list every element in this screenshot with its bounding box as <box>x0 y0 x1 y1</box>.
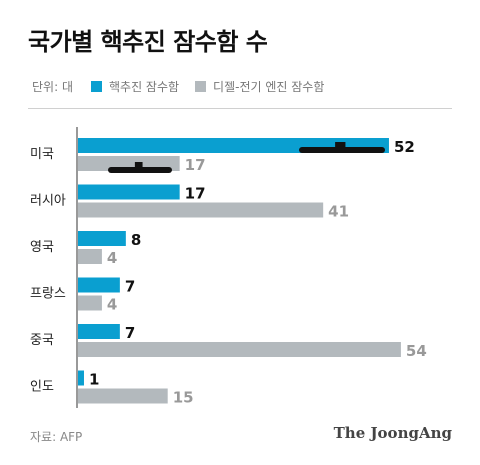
category-label: 중국 <box>30 333 54 348</box>
category-label: 미국 <box>30 147 54 162</box>
bar-diesel <box>78 388 168 404</box>
brand-logo: The JoongAng <box>333 424 452 442</box>
data-label: 4 <box>107 296 117 314</box>
data-label: 1 <box>89 371 99 389</box>
bar-nuclear <box>78 231 126 246</box>
data-label: 41 <box>328 203 349 221</box>
legend-label-diesel: 디젤-전기 엔진 잠수함 <box>213 80 325 94</box>
submarine-nuclear-icon <box>299 142 385 153</box>
bar-nuclear <box>78 184 180 200</box>
category-label: 영국 <box>30 240 54 255</box>
data-label: 7 <box>125 278 135 296</box>
legend-item-diesel: 디젤-전기 엔진 잠수함 <box>195 78 324 95</box>
chart-title: 국가별 핵추진 잠수함 수 <box>28 28 268 56</box>
category-label: 인도 <box>30 380 54 395</box>
bar-diesel <box>78 249 102 264</box>
legend-label-nuclear: 핵추진 잠수함 <box>108 80 180 94</box>
legend-swatch-diesel <box>195 81 207 92</box>
category-label: 프랑스 <box>30 287 66 302</box>
category-label: 러시아 <box>30 194 66 209</box>
unit-label: 단위: 대 <box>32 80 73 94</box>
bar-nuclear <box>78 277 120 293</box>
bar-nuclear <box>78 324 120 339</box>
header-divider <box>28 108 452 109</box>
data-label: 17 <box>185 185 206 203</box>
legend: 단위: 대 핵추진 잠수함 디젤-전기 엔진 잠수함 <box>32 78 340 95</box>
data-label: 52 <box>394 138 415 156</box>
legend-swatch-nuclear <box>90 81 102 92</box>
data-label: 7 <box>125 324 135 342</box>
data-label: 17 <box>185 156 206 174</box>
data-label: 15 <box>173 389 194 407</box>
data-label: 4 <box>107 249 117 267</box>
bar-diesel <box>78 295 102 311</box>
submarine-diesel-icon <box>108 162 172 173</box>
bar-diesel <box>78 342 401 357</box>
bar-diesel <box>78 202 324 218</box>
legend-item-nuclear: 핵추진 잠수함 <box>90 78 180 95</box>
source-note: 자료: AFP <box>30 430 83 444</box>
data-label: 8 <box>131 231 141 249</box>
data-label: 54 <box>406 342 427 360</box>
bar-nuclear <box>78 370 84 386</box>
